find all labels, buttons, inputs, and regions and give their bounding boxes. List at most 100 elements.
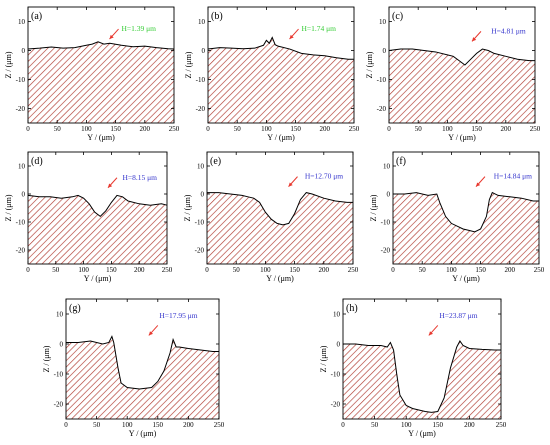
panel-label: (d): [31, 156, 43, 167]
depth-annotation: H=23.87 μm: [439, 311, 477, 320]
x-tick-label: 250: [214, 421, 225, 429]
x-tick-label: 50: [419, 266, 427, 274]
x-tick-label: 150: [106, 266, 117, 274]
y-tick-label: -10: [381, 219, 391, 227]
y-tick-label: -20: [331, 401, 341, 409]
depth-annotation: H=4.81 μm: [491, 26, 526, 35]
profile-fill: [343, 341, 501, 419]
annotation-arrowhead: [288, 182, 293, 187]
x-tick-label: 0: [387, 125, 391, 133]
x-tick-label: 50: [415, 125, 423, 133]
y-tick-label: -10: [54, 371, 64, 379]
x-tick-label: 50: [233, 266, 241, 274]
y-tick-label: 0: [337, 341, 341, 349]
plot-frame: [392, 151, 540, 265]
annotation-arrowhead: [107, 183, 113, 188]
y-tick-label: -10: [196, 76, 206, 84]
panel-label: (c): [392, 11, 403, 22]
y-tick-label: 0: [60, 341, 64, 349]
x-axis-label: Y / (μm): [267, 133, 295, 142]
x-tick-label: 0: [206, 125, 210, 133]
profile-line: [207, 192, 353, 226]
x-tick-label: 50: [371, 421, 379, 429]
profile-fill: [207, 192, 353, 264]
x-tick-label: 250: [162, 266, 173, 274]
x-axis-label: Y / (μm): [87, 133, 115, 142]
x-tick-label: 200: [464, 421, 475, 429]
annotation-arrowhead: [428, 331, 433, 336]
y-tick-label: 0: [22, 191, 26, 199]
y-axis-label: Z / (μm): [365, 51, 374, 78]
x-axis-label: Y / (μm): [408, 429, 436, 438]
y-tick-label: -10: [16, 76, 26, 84]
x-tick-label: 200: [319, 266, 330, 274]
annotation-arrowhead: [289, 34, 294, 40]
depth-annotation: H=12.70 μm: [305, 172, 343, 181]
y-tick-label: 10: [333, 311, 341, 319]
x-axis-label: Y / (μm): [266, 274, 294, 283]
depth-annotation: H=14.84 μm: [494, 172, 532, 181]
y-axis-label: Z / (μm): [319, 345, 328, 372]
y-axis-label: Z / (μm): [4, 51, 13, 78]
x-tick-label: 150: [290, 125, 301, 133]
annotation-arrowhead: [148, 331, 153, 336]
x-tick-label: 200: [134, 266, 145, 274]
profile-fill: [28, 41, 174, 123]
x-tick-label: 50: [52, 266, 60, 274]
plot-frame: [388, 6, 536, 124]
x-tick-label: 150: [289, 266, 300, 274]
y-tick-label: -20: [195, 247, 205, 255]
x-tick-label: 150: [153, 421, 164, 429]
profile-line: [27, 194, 168, 218]
plot-frame: [65, 298, 220, 420]
x-tick-label: 200: [505, 266, 516, 274]
x-tick-label: 200: [183, 421, 194, 429]
annotation-arrowhead: [471, 37, 477, 42]
x-tick-label: 100: [260, 266, 271, 274]
y-tick-label: 10: [198, 18, 206, 26]
plot-frame: [206, 151, 354, 265]
profile-line: [66, 335, 219, 390]
x-tick-label: 50: [54, 125, 62, 133]
panel-label: (h): [346, 303, 358, 314]
x-tick-label: 0: [64, 421, 68, 429]
panel-label: (g): [69, 303, 81, 314]
x-tick-label: 100: [261, 125, 272, 133]
x-tick-label: 200: [140, 125, 151, 133]
annotation-arrowhead: [475, 182, 481, 187]
y-axis-label: Z / (μm): [184, 51, 193, 78]
panel-label: (f): [396, 156, 406, 167]
x-tick-label: 50: [93, 421, 101, 429]
depth-annotation: H=1.39 μm: [121, 24, 156, 33]
y-tick-label: -10: [331, 371, 341, 379]
annotation-arrowhead: [109, 34, 114, 40]
x-tick-label: 50: [234, 125, 242, 133]
x-tick-label: 0: [391, 266, 395, 274]
depth-annotation: H=1.74 μm: [301, 24, 336, 33]
y-tick-label: 0: [202, 47, 206, 55]
y-tick-label: 10: [18, 163, 26, 171]
x-tick-label: 100: [78, 266, 89, 274]
y-tick-label: -20: [16, 105, 26, 113]
depth-annotation: H=17.95 μm: [159, 311, 197, 320]
x-axis-label: Y / (μm): [84, 274, 112, 283]
profile-fill: [66, 336, 219, 419]
profile-fill: [208, 37, 354, 124]
y-tick-label: 10: [18, 18, 26, 26]
x-tick-label: 100: [446, 266, 457, 274]
y-axis-label: Z / (μm): [369, 194, 378, 221]
y-tick-label: -10: [195, 219, 205, 227]
panel-label: (e): [210, 156, 221, 167]
profile-fill: [28, 195, 167, 264]
plot-frame: [27, 151, 168, 265]
y-tick-label: -20: [377, 105, 387, 113]
x-tick-label: 150: [110, 125, 121, 133]
y-tick-label: -20: [381, 247, 391, 255]
x-tick-label: 250: [530, 125, 541, 133]
y-tick-label: -20: [196, 105, 206, 113]
